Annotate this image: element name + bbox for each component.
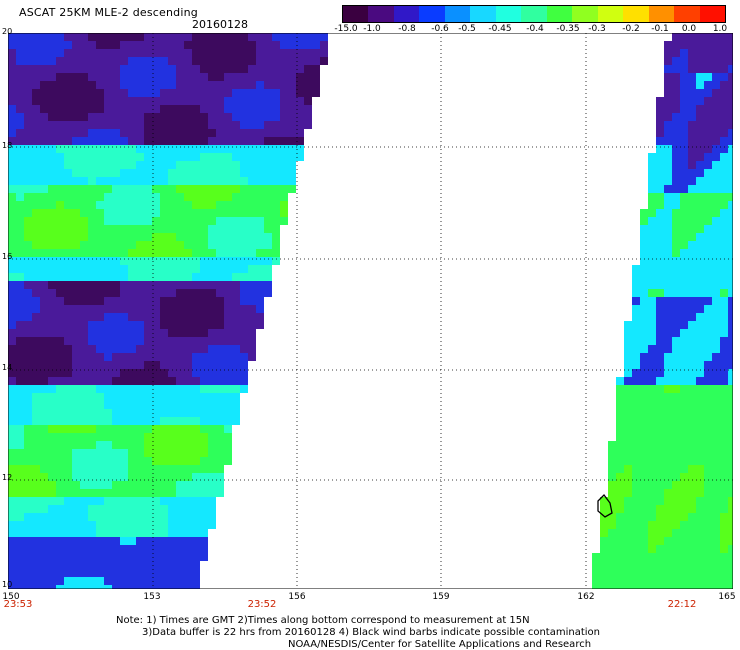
colorbar-cell-4 [444, 6, 471, 22]
right-swath [592, 33, 733, 589]
colorbar-tick-10: -0.1 [651, 24, 669, 34]
lon-label-159: 159 [432, 592, 450, 602]
colorbar-cell-1 [368, 6, 394, 22]
colorbar-cell-14 [699, 6, 726, 22]
colorbar-tick-8: -0.3 [588, 24, 606, 34]
lon-label-162: 162 [577, 592, 595, 602]
colorbar-cell-8 [546, 6, 573, 22]
colorbar-cell-12 [648, 6, 675, 22]
colorbar-cell-6 [495, 6, 522, 22]
footer-credit: NOAA/NESDIS/Center for Satellite Applica… [288, 639, 592, 650]
lon-label-165: 165 [718, 592, 736, 602]
colorbar-cell-7 [521, 6, 547, 22]
colorbar-tick-3: -0.6 [431, 24, 449, 34]
colorbar-cell-11 [623, 6, 649, 22]
colorbar-cell-2 [393, 6, 420, 22]
footer-note-line1: Note: 1) Times are GMT 2)Times along bot… [116, 615, 530, 626]
island-outline [597, 494, 613, 518]
colorbar-tick-7: -0.35 [556, 24, 580, 34]
colorbar-tick-9: -0.2 [622, 24, 640, 34]
lat-label-16: 16 [2, 252, 13, 261]
colorbar-cell-5 [470, 6, 496, 22]
lon-label-153: 153 [143, 592, 161, 602]
colorbar-cell-0 [343, 6, 369, 22]
colorbar-tick-6: -0.4 [526, 24, 544, 34]
color-scale-ticks: -15.0 -1.0 -0.8 -0.6 -0.5 -0.45 -0.4 -0.35 -0.3 -… [334, 24, 728, 36]
lat-label-18: 18 [2, 141, 13, 150]
colorbar-cell-10 [597, 6, 624, 22]
colorbar-tick-2: -0.8 [398, 24, 416, 34]
grid-lines [8, 33, 733, 589]
time-label-mid: 23:52 [247, 599, 277, 610]
chart-date: 20160128 [192, 18, 248, 31]
colorbar-tick-5: -0.45 [488, 24, 512, 34]
footer-note-line2: 3)Data buffer is 22 hrs from 20160128 4)… [142, 627, 600, 638]
colorbar-tick-11: 0.0 [681, 24, 697, 34]
colorbar-cell-9 [572, 6, 598, 22]
lat-label-12: 12 [2, 473, 13, 482]
color-scale-bar [342, 5, 726, 23]
colorbar-tick-12: 1.0 [712, 24, 728, 34]
colorbar-tick-1: -1.0 [363, 24, 381, 34]
colorbar-tick-0: -15.0 [334, 24, 358, 34]
lat-label-20: 20 [2, 27, 13, 36]
left-swath [8, 33, 328, 589]
lat-label-14: 14 [2, 363, 13, 372]
lon-label-150: 150 [2, 592, 20, 602]
colorbar-tick-4: -0.5 [458, 24, 476, 34]
lon-label-156: 156 [288, 592, 306, 602]
lat-label-10: 10 [2, 580, 13, 589]
time-label-right: 22:12 [667, 599, 697, 610]
swath-map [8, 33, 733, 589]
colorbar-cell-3 [419, 6, 445, 22]
colorbar-cell-13 [674, 6, 700, 22]
time-label-left: 23:53 [3, 599, 33, 610]
chart-title: ASCAT 25KM MLE-2 descending [19, 6, 198, 19]
